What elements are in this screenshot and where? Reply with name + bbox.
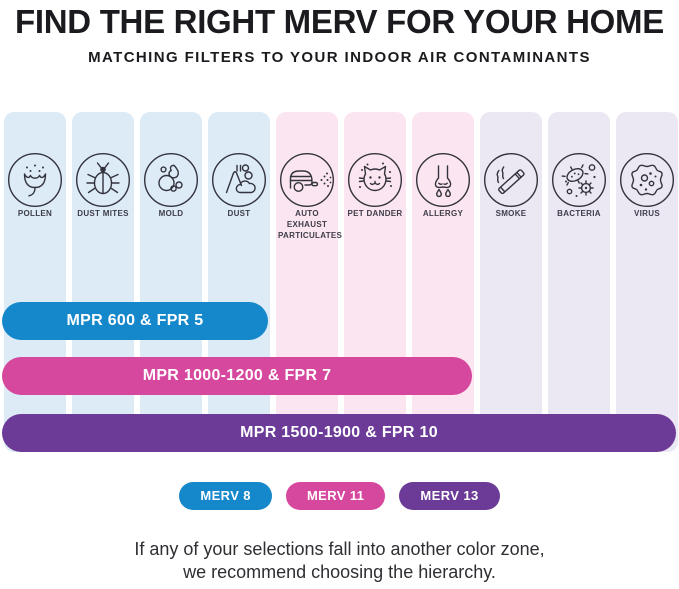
pollen-flower-icon <box>8 153 62 207</box>
contaminant-column-mold: MOLD <box>140 112 202 452</box>
contaminant-label: DUST MITES <box>77 209 129 218</box>
contaminant-column-bacteria: BACTERIA <box>548 112 610 452</box>
merv-legend: MERV 8 MERV 11 MERV 13 <box>0 482 679 510</box>
legend-pill-merv-11: MERV 11 <box>285 482 386 510</box>
contaminant-label: SMOKE <box>495 209 527 218</box>
contaminant-label: MOLD <box>158 209 184 218</box>
footer-note: If any of your selections fall into anot… <box>0 538 679 584</box>
contaminant-column-pollen: POLLEN <box>4 112 66 452</box>
mold-spores-icon <box>144 153 198 207</box>
contaminant-label: DUST <box>227 209 251 218</box>
nose-drip-icon <box>416 153 470 207</box>
contaminant-column-smoke: SMOKE <box>480 112 542 452</box>
cigarette-icon <box>484 153 538 207</box>
contaminant-label: ALLERGY <box>422 209 464 218</box>
legend-pill-merv-8: MERV 8 <box>179 482 272 510</box>
contaminant-column-dust: DUST <box>208 112 270 452</box>
contaminant-label: PET DANDER <box>347 209 403 218</box>
car-exhaust-icon <box>280 153 334 207</box>
rating-bar-2: MPR 1000-1200 & FPR 7 <box>2 357 472 395</box>
contaminant-column-dust-mites: DUST MITES <box>72 112 134 452</box>
contaminant-label: AUTO EXHAUST PARTICULATES <box>278 209 343 240</box>
rating-bar-1: MPR 600 & FPR 5 <box>2 302 268 340</box>
rating-bar-3: MPR 1500-1900 & FPR 10 <box>2 414 676 452</box>
contaminant-column-allergy: ALLERGY <box>412 112 474 452</box>
footer-note-line2: we recommend choosing the hierarchy. <box>183 562 496 582</box>
contaminant-column-auto-exhaust-particulates: AUTO EXHAUST PARTICULATES <box>276 112 343 452</box>
contaminant-column-pet-dander: PET DANDER <box>344 112 406 452</box>
footer-note-line1: If any of your selections fall into anot… <box>134 539 545 559</box>
contaminant-label: BACTERIA <box>557 209 601 218</box>
legend-pill-merv-13: MERV 13 <box>399 482 500 510</box>
contaminant-label: POLLEN <box>17 209 53 218</box>
page-title: FIND THE RIGHT MERV FOR YOUR HOME <box>15 3 664 40</box>
dust-mite-icon <box>76 153 130 207</box>
cat-face-icon <box>348 153 402 207</box>
bacteria-icon <box>552 153 606 207</box>
page-subtitle: MATCHING FILTERS TO YOUR INDOOR AIR CONT… <box>88 49 591 66</box>
virus-icon <box>620 153 674 207</box>
contaminant-label: VIRUS <box>634 209 660 218</box>
contaminant-column-virus: VIRUS <box>616 112 678 452</box>
dust-pile-icon <box>212 153 266 207</box>
